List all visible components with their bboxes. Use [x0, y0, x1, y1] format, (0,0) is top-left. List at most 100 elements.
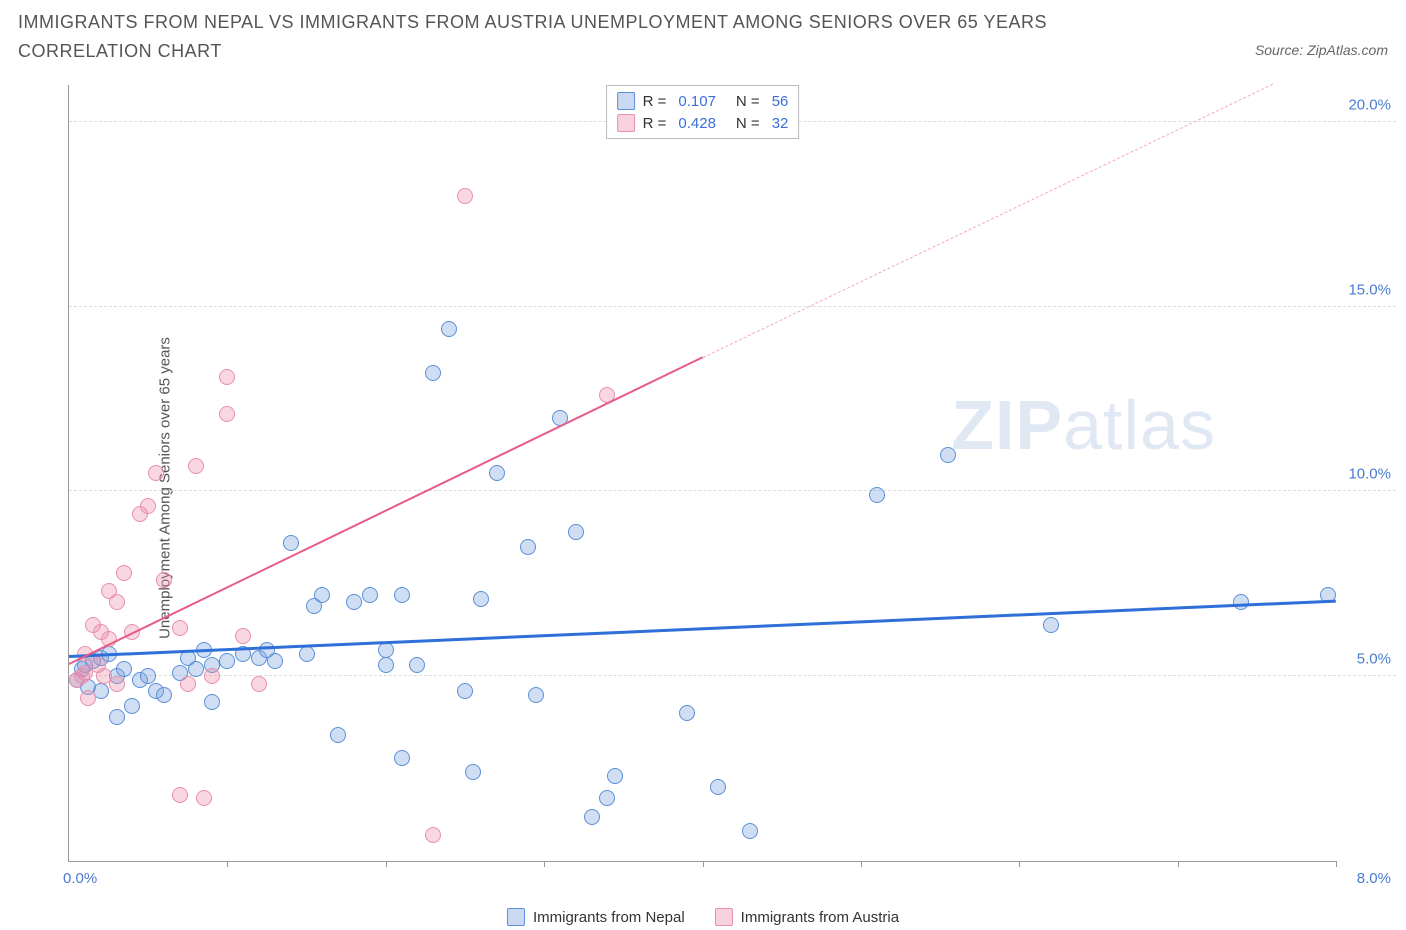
data-point	[378, 642, 394, 658]
data-point	[330, 727, 346, 743]
gridline	[69, 490, 1396, 491]
source-attribution: Source: ZipAtlas.com	[1255, 42, 1388, 58]
data-point	[283, 535, 299, 551]
data-point	[1233, 594, 1249, 610]
data-point	[116, 661, 132, 677]
data-point	[394, 750, 410, 766]
x-tick	[544, 861, 545, 867]
x-tick	[1019, 861, 1020, 867]
data-point	[80, 690, 96, 706]
watermark: ZIPatlas	[951, 385, 1216, 465]
data-point	[346, 594, 362, 610]
data-point	[109, 676, 125, 692]
data-point	[425, 827, 441, 843]
x-tick	[386, 861, 387, 867]
legend-row-nepal: R = 0.107 N = 56	[617, 90, 789, 112]
data-point	[109, 594, 125, 610]
data-point	[219, 406, 235, 422]
data-point	[140, 668, 156, 684]
data-point	[156, 572, 172, 588]
data-point	[235, 628, 251, 644]
n-label: N =	[736, 115, 760, 132]
legend-item-austria: Immigrants from Austria	[715, 908, 899, 926]
legend-row-austria: R = 0.428 N = 32	[617, 112, 789, 134]
y-tick-label: 10.0%	[1348, 466, 1391, 483]
data-point	[172, 787, 188, 803]
swatch-blue-icon	[617, 92, 635, 110]
data-point	[940, 447, 956, 463]
r-label: R =	[643, 115, 667, 132]
x-tick	[1336, 861, 1337, 867]
y-tick-label: 20.0%	[1348, 96, 1391, 113]
data-point	[394, 587, 410, 603]
y-tick-label: 15.0%	[1348, 281, 1391, 298]
chart-title: IMMIGRANTS FROM NEPAL VS IMMIGRANTS FROM…	[18, 8, 1118, 66]
data-point	[584, 809, 600, 825]
data-point	[140, 498, 156, 514]
n-label: N =	[736, 93, 760, 110]
gridline	[69, 675, 1396, 676]
data-point	[473, 591, 489, 607]
data-point	[607, 768, 623, 784]
x-tick	[1178, 861, 1179, 867]
data-point	[362, 587, 378, 603]
swatch-pink-icon	[617, 114, 635, 132]
data-point	[188, 661, 204, 677]
data-point	[299, 646, 315, 662]
legend-item-nepal: Immigrants from Nepal	[507, 908, 685, 926]
data-point	[425, 365, 441, 381]
data-point	[188, 458, 204, 474]
r-value-austria: 0.428	[678, 115, 716, 132]
x-max-label: 8.0%	[1357, 870, 1391, 887]
trend-line	[69, 600, 1336, 658]
swatch-blue-icon	[507, 908, 525, 926]
data-point	[528, 687, 544, 703]
data-point	[457, 683, 473, 699]
r-label: R =	[643, 93, 667, 110]
data-point	[204, 694, 220, 710]
x-tick	[861, 861, 862, 867]
trend-line	[69, 357, 703, 665]
data-point	[180, 676, 196, 692]
data-point	[457, 188, 473, 204]
data-point	[251, 676, 267, 692]
r-value-nepal: 0.107	[678, 93, 716, 110]
legend-label: Immigrants from Austria	[741, 909, 899, 926]
n-value-nepal: 56	[772, 93, 789, 110]
data-point	[219, 369, 235, 385]
y-tick-label: 5.0%	[1357, 651, 1391, 668]
gridline	[69, 306, 1396, 307]
n-value-austria: 32	[772, 115, 789, 132]
data-point	[204, 668, 220, 684]
data-point	[156, 687, 172, 703]
data-point	[679, 705, 695, 721]
swatch-pink-icon	[715, 908, 733, 926]
data-point	[116, 565, 132, 581]
chart-container: Unemployment Among Seniors over 65 years…	[50, 85, 1396, 890]
data-point	[314, 587, 330, 603]
data-point	[520, 539, 536, 555]
data-point	[710, 779, 726, 795]
data-point	[1043, 617, 1059, 633]
data-point	[489, 465, 505, 481]
data-point	[172, 620, 188, 636]
data-point	[599, 790, 615, 806]
data-point	[742, 823, 758, 839]
data-point	[148, 465, 164, 481]
data-point	[869, 487, 885, 503]
data-point	[109, 709, 125, 725]
data-point	[378, 657, 394, 673]
legend-label: Immigrants from Nepal	[533, 909, 685, 926]
data-point	[465, 764, 481, 780]
plot-area: R = 0.107 N = 56 R = 0.428 N = 32 0.0% 8…	[68, 85, 1336, 862]
x-origin-label: 0.0%	[63, 870, 97, 887]
legend-statistics: R = 0.107 N = 56 R = 0.428 N = 32	[606, 85, 800, 139]
data-point	[267, 653, 283, 669]
legend-series: Immigrants from Nepal Immigrants from Au…	[507, 908, 899, 926]
data-point	[441, 321, 457, 337]
data-point	[219, 653, 235, 669]
data-point	[124, 698, 140, 714]
x-tick	[227, 861, 228, 867]
data-point	[196, 790, 212, 806]
data-point	[409, 657, 425, 673]
